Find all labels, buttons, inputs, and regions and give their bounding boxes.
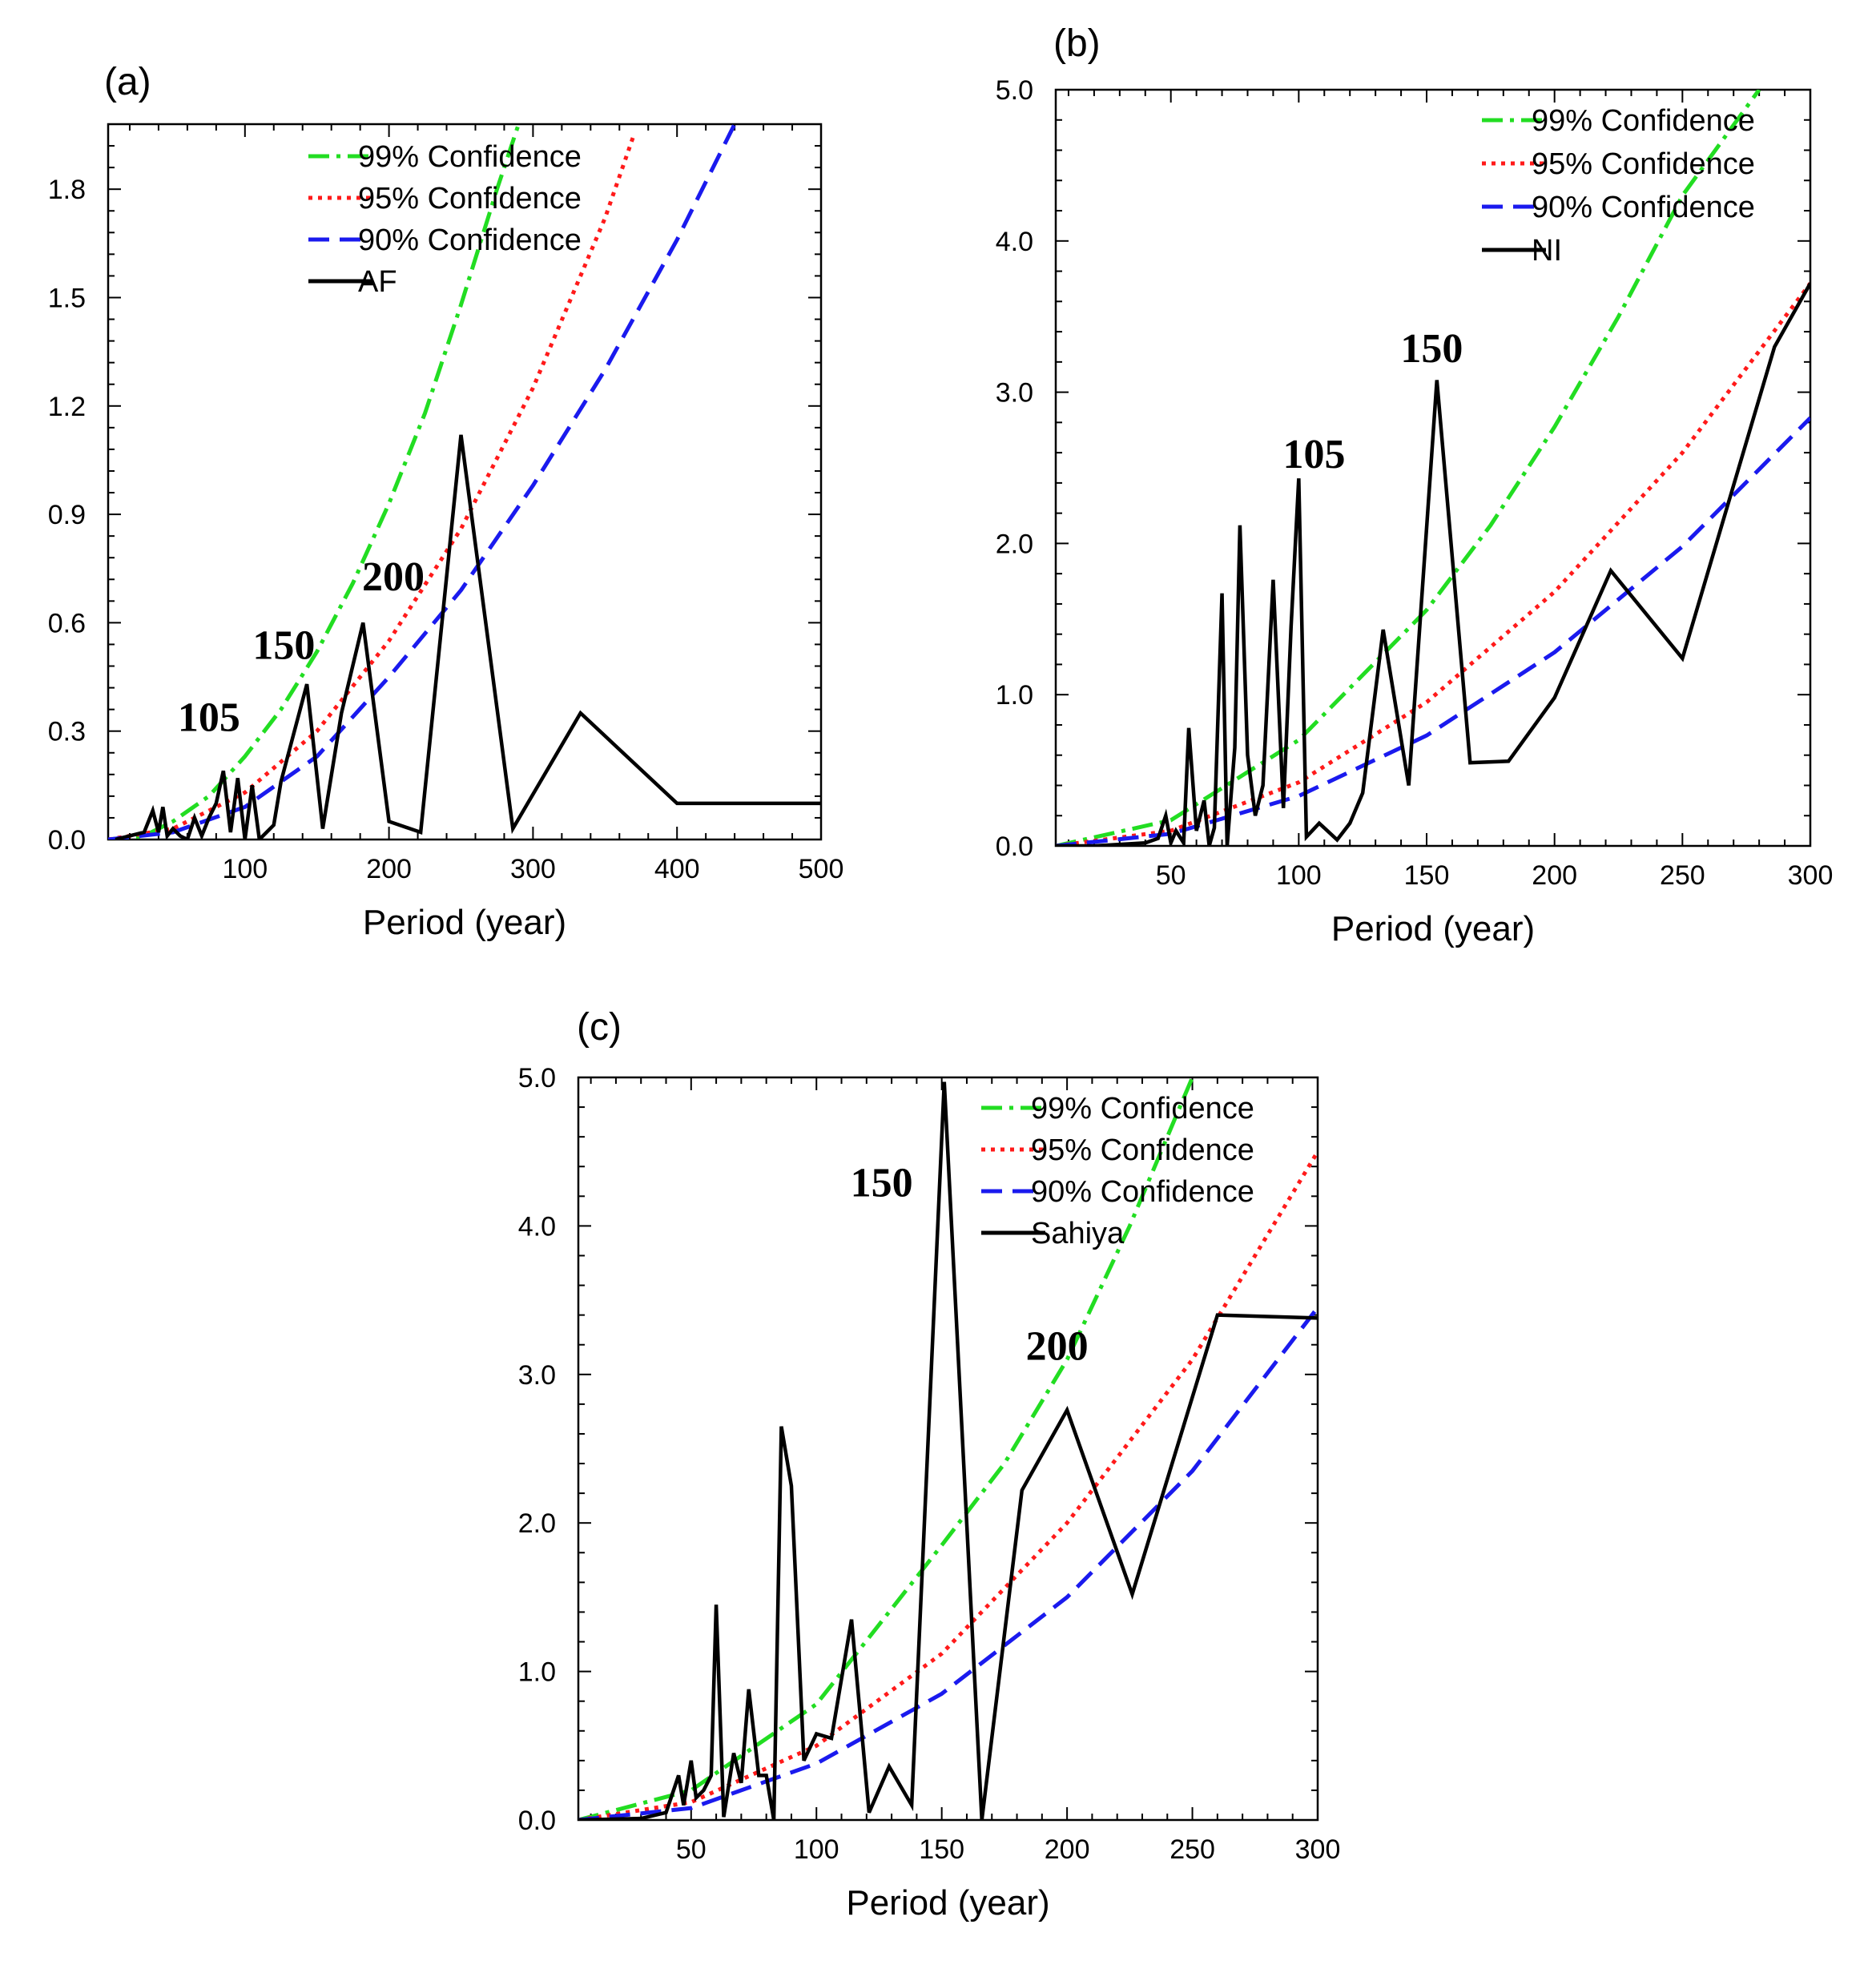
y-tick-label: 0.9: [48, 500, 86, 530]
x-axis-title: Period (year): [846, 1883, 1049, 1923]
x-tick-label: 250: [1660, 860, 1705, 891]
panel-a: (a) 100 200 300 400 500 0.0 0.3 0.6 0.9 1.2 1.5 1.8 P…: [48, 61, 844, 942]
x-tick-label: 150: [1404, 860, 1450, 891]
x-tick-label: 400: [654, 854, 700, 884]
legend-label: 90% Confidence: [1532, 191, 1755, 224]
legend-label: Sahiya: [1031, 1217, 1125, 1250]
y-tick-label: 0.6: [48, 608, 86, 638]
peak-annotation: 150: [1400, 326, 1463, 372]
peak-annotation: 150: [252, 622, 315, 668]
y-tick-label: 1.8: [48, 175, 86, 205]
legend-label: AF: [358, 265, 397, 299]
panel-b: (b) 50 100 150 200 250 300 0.0 1.0 2.0 3.0 4.0 5.0 Pe…: [996, 22, 1834, 948]
x-axis-title: Period (year): [363, 903, 566, 942]
y-tick-label: 0.3: [48, 717, 86, 747]
x-tick-label: 50: [676, 1834, 707, 1865]
x-tick-label: 300: [1295, 1834, 1341, 1865]
x-tick-label: 150: [919, 1834, 964, 1865]
y-tick-label: 3.0: [518, 1360, 556, 1391]
x-tick-label: 300: [1788, 860, 1834, 891]
confidence-line-95: [1056, 282, 1810, 846]
y-tick-label: 1.0: [518, 1657, 556, 1688]
confidence-line-99: [578, 1077, 1194, 1820]
y-tick-label: 3.0: [996, 378, 1033, 409]
series-line-ni: [1056, 282, 1810, 846]
plot-frame: [107, 123, 823, 841]
x-axis-title: Period (year): [1331, 909, 1535, 948]
y-tick-label: 1.5: [48, 283, 86, 313]
x-tick-label: 300: [510, 854, 556, 884]
panel-label: (b): [1053, 22, 1101, 65]
confidence-line-90: [1056, 416, 1810, 846]
legend-label: NI: [1532, 234, 1562, 268]
peak-annotation: 200: [1026, 1323, 1089, 1369]
y-tick-label: 5.0: [996, 75, 1033, 106]
legend-label: 95% Confidence: [358, 182, 582, 215]
panel-label: (a): [104, 61, 151, 103]
x-tick-label: 50: [1156, 860, 1186, 891]
y-tick-label: 2.0: [518, 1508, 556, 1539]
legend-label: 90% Confidence: [1031, 1175, 1254, 1209]
panel-c: (c) 50 100 150 200 250 300 0.0 1.0 2.0 3.0 4.0 5.0 Pe…: [518, 1006, 1341, 1923]
legend-label: 99% Confidence: [1031, 1092, 1254, 1125]
x-tick-label: 500: [799, 854, 844, 884]
confidence-line-99: [1056, 90, 1761, 846]
legend-label: 99% Confidence: [1532, 104, 1755, 138]
x-tick-label: 250: [1169, 1834, 1215, 1865]
x-tick-label: 100: [794, 1834, 839, 1865]
legend-label: 95% Confidence: [1031, 1133, 1254, 1167]
y-tick-label: 1.0: [996, 680, 1033, 711]
series-line-sahiya: [578, 1081, 1318, 1820]
x-tick-label: 200: [1045, 1834, 1090, 1865]
y-tick-label: 5.0: [518, 1063, 556, 1093]
y-tick-label: 4.0: [996, 227, 1033, 257]
y-tick-label: 1.2: [48, 392, 86, 422]
legend-label: 95% Confidence: [1532, 147, 1755, 181]
legend-label: 90% Confidence: [358, 223, 582, 257]
plot-frame: [1054, 88, 1812, 848]
y-tick-label: 2.0: [996, 529, 1033, 559]
x-tick-label: 100: [222, 854, 268, 884]
peak-annotation: 105: [1283, 432, 1346, 477]
confidence-line-90: [578, 1306, 1318, 1820]
confidence-line-99: [108, 124, 521, 840]
x-tick-label: 200: [1532, 860, 1577, 891]
peak-annotation: 200: [362, 554, 425, 600]
y-tick-label: 4.0: [518, 1211, 556, 1242]
peak-annotation: 105: [178, 695, 240, 741]
series-line-af: [115, 434, 821, 840]
x-tick-label: 100: [1276, 860, 1322, 891]
plot-frame: [577, 1076, 1319, 1822]
y-tick-label: 0.0: [518, 1806, 556, 1836]
panel-label: (c): [577, 1006, 622, 1049]
peak-annotation: 150: [851, 1160, 913, 1206]
confidence-line-95: [108, 134, 636, 840]
x-tick-label: 200: [366, 854, 412, 884]
y-tick-label: 0.0: [48, 825, 86, 856]
confidence-line-95: [578, 1150, 1318, 1820]
y-tick-label: 0.0: [996, 831, 1033, 862]
legend-label: 99% Confidence: [358, 140, 582, 174]
